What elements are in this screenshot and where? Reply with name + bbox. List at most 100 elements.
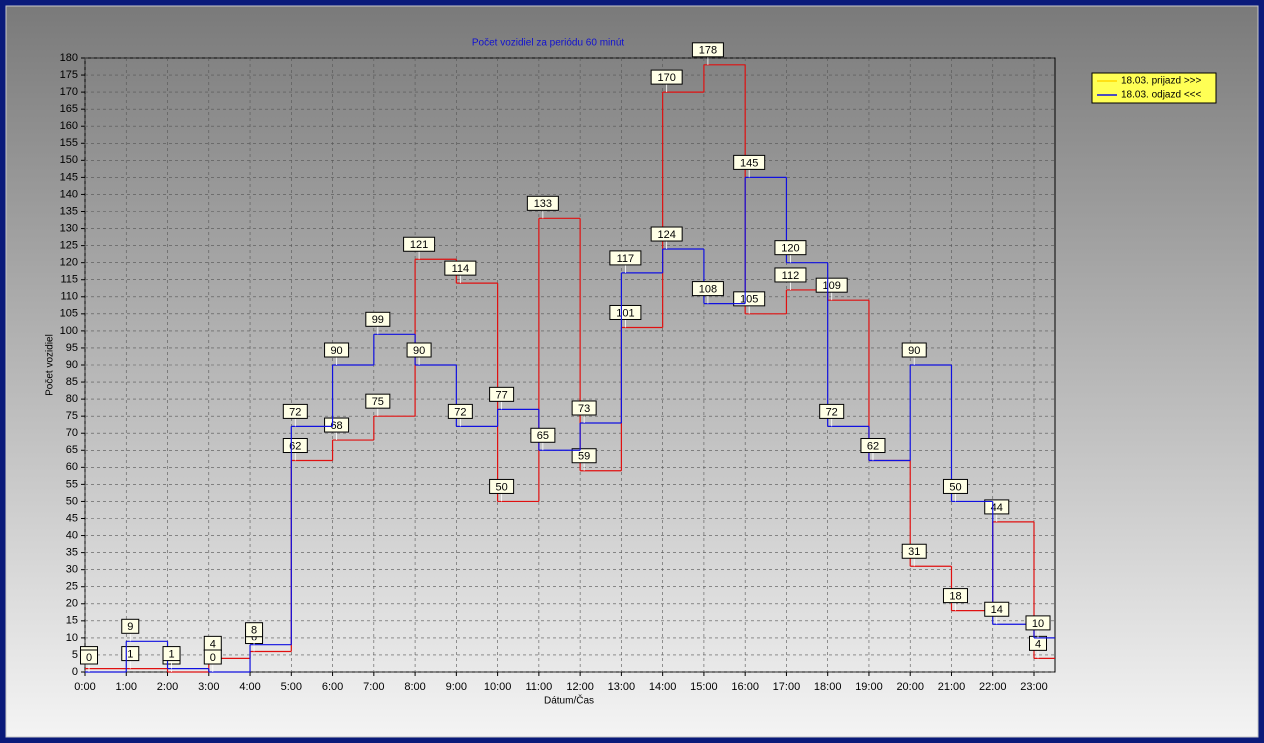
y-tick-label: 130 — [60, 222, 78, 234]
x-tick-label: 4:00 — [239, 681, 260, 693]
value-label: 99 — [372, 314, 384, 326]
value-label: 9 — [127, 621, 133, 633]
value-label-box — [571, 448, 597, 464]
value-label: 145 — [740, 157, 758, 169]
value-label: 75 — [372, 396, 384, 408]
y-tick-label: 135 — [60, 205, 78, 217]
value-label: 1 — [168, 648, 174, 660]
value-label-box — [203, 649, 222, 665]
value-label-box — [942, 478, 968, 494]
value-label-box — [774, 240, 807, 256]
x-tick-label: 10:00 — [484, 681, 512, 693]
x-tick-label: 0:00 — [74, 681, 95, 693]
y-tick-label: 170 — [60, 86, 78, 98]
y-tick-label: 75 — [66, 410, 78, 422]
value-label-box — [571, 400, 597, 416]
value-label: 72 — [289, 406, 301, 418]
value-label: 72 — [826, 406, 838, 418]
value-label-box — [819, 403, 845, 419]
y-tick-label: 40 — [66, 529, 78, 541]
value-label-box — [650, 69, 683, 85]
x-tick-label: 7:00 — [363, 681, 384, 693]
value-label: 124 — [657, 229, 675, 241]
y-tick-label: 150 — [60, 154, 78, 166]
value-label-box — [526, 195, 559, 211]
background — [5, 5, 1259, 738]
legend-label: 18.03. prijazd >>> — [1121, 76, 1201, 87]
x-tick-label: 8:00 — [404, 681, 425, 693]
x-tick-label: 2:00 — [157, 681, 178, 693]
y-tick-label: 145 — [60, 171, 78, 183]
value-label: 68 — [330, 420, 342, 432]
y-tick-label: 100 — [60, 325, 78, 337]
value-label: 65 — [537, 430, 549, 442]
value-label: 117 — [617, 253, 635, 265]
value-label: 1 — [127, 648, 133, 660]
value-label: 72 — [454, 406, 466, 418]
x-tick-label: 16:00 — [731, 681, 759, 693]
y-tick-label: 20 — [66, 598, 78, 610]
y-tick-label: 55 — [66, 478, 78, 490]
value-label: 121 — [410, 239, 428, 251]
value-label-box — [245, 622, 264, 638]
value-label: 50 — [949, 481, 961, 493]
value-label-box — [942, 588, 968, 604]
x-tick-label: 6:00 — [322, 681, 343, 693]
value-label: 59 — [578, 451, 590, 463]
y-tick-label: 35 — [66, 547, 78, 559]
y-tick-label: 30 — [66, 564, 78, 576]
y-tick-label: 165 — [60, 103, 78, 115]
value-label: 101 — [616, 307, 634, 319]
y-tick-label: 155 — [60, 137, 78, 149]
value-label: 31 — [908, 546, 920, 558]
value-label-box — [324, 417, 350, 433]
y-tick-label: 110 — [60, 291, 78, 303]
value-label-box — [984, 601, 1010, 617]
value-label: 4 — [210, 638, 216, 650]
value-label-box — [774, 267, 807, 283]
y-tick-label: 125 — [60, 240, 78, 252]
value-label: 114 — [452, 263, 470, 275]
x-tick-label: 20:00 — [896, 681, 924, 693]
y-tick-label: 175 — [60, 69, 78, 81]
x-tick-label: 15:00 — [690, 681, 718, 693]
value-label: 178 — [699, 45, 717, 57]
value-label: 10 — [1032, 618, 1044, 630]
y-tick-label: 90 — [66, 359, 78, 371]
value-label: 8 — [251, 625, 257, 637]
value-label-box — [365, 311, 391, 327]
y-tick-label: 60 — [66, 461, 78, 473]
x-tick-label: 23:00 — [1020, 681, 1048, 693]
value-label: 112 — [782, 270, 800, 282]
value-label-box — [447, 403, 473, 419]
y-tick-label: 95 — [66, 342, 78, 354]
legend-label: 18.03. odjazd <<< — [1121, 90, 1202, 101]
x-tick-label: 1:00 — [116, 681, 137, 693]
y-tick-label: 70 — [66, 427, 78, 439]
value-label-box — [609, 304, 642, 320]
x-tick-label: 3:00 — [198, 681, 219, 693]
value-label-box — [530, 427, 556, 443]
value-label-box — [282, 438, 308, 454]
x-tick-label: 14:00 — [649, 681, 677, 693]
value-label: 77 — [495, 389, 507, 401]
chart-title: Počet vozidiel za periódu 60 minút — [472, 38, 625, 49]
x-tick-label: 12:00 — [566, 681, 594, 693]
value-label-box — [365, 393, 391, 409]
value-label: 90 — [330, 345, 342, 357]
value-label-box — [691, 42, 724, 58]
x-tick-label: 5:00 — [281, 681, 302, 693]
y-tick-label: 140 — [60, 188, 78, 200]
x-tick-label: 22:00 — [979, 681, 1007, 693]
x-tick-label: 13:00 — [608, 681, 636, 693]
value-label: 90 — [413, 345, 425, 357]
value-label: 62 — [867, 440, 879, 452]
value-label-box — [406, 342, 432, 358]
x-tick-label: 19:00 — [855, 681, 883, 693]
x-tick-label: 18:00 — [814, 681, 842, 693]
value-label: 90 — [908, 345, 920, 357]
y-tick-label: 5 — [72, 649, 78, 661]
value-label-box — [984, 499, 1010, 515]
value-label: 50 — [495, 481, 507, 493]
